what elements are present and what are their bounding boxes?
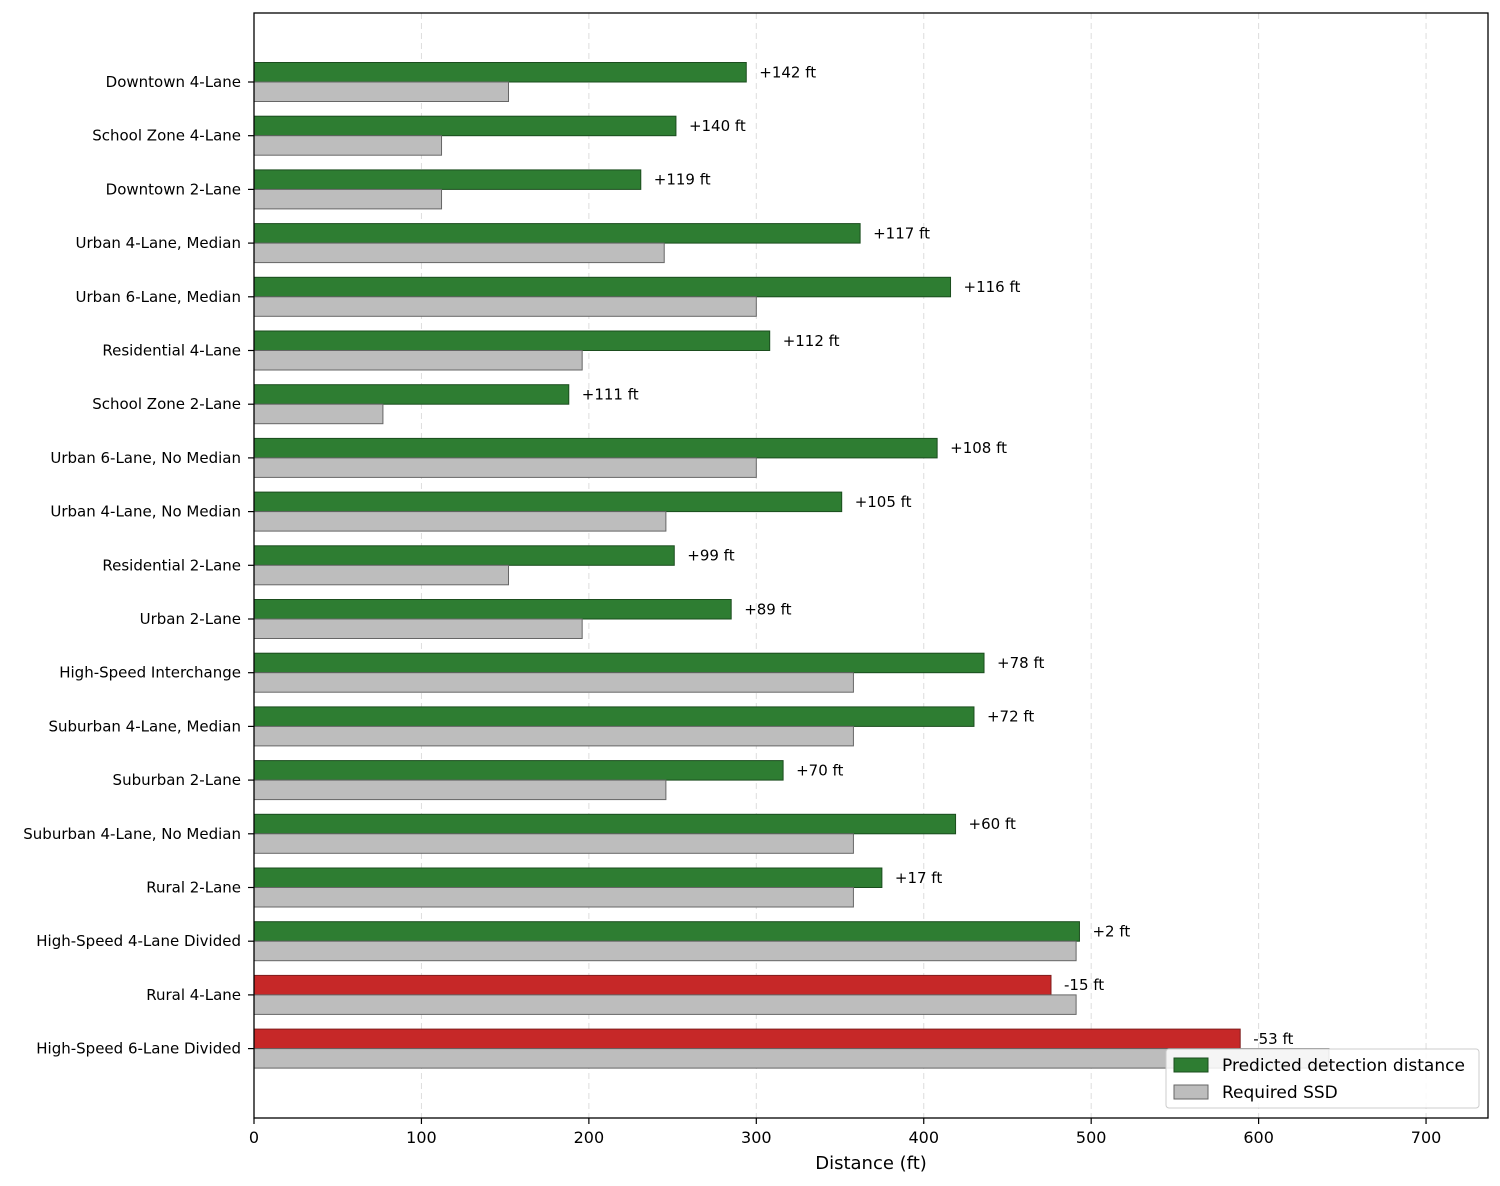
x-tick-label: 600	[1243, 1128, 1274, 1147]
diff-label: +60 ft	[969, 815, 1016, 833]
y-tick-label: Residential 2-Lane	[102, 556, 241, 574]
bar-predicted	[253, 115, 677, 137]
y-tick-label: High-Speed 6-Lane Divided	[36, 1040, 241, 1058]
bar-required	[253, 135, 443, 156]
y-tick-label: Suburban 2-Lane	[113, 771, 241, 789]
y-tick-label: High-Speed Interchange	[59, 664, 241, 682]
x-axis: 0 100 200 300 400 500 600 700	[249, 1118, 1441, 1147]
y-tick-label: School Zone 2-Lane	[92, 395, 241, 413]
diff-label: +105 ft	[855, 493, 912, 511]
bar-predicted	[253, 491, 843, 513]
x-tick-label: 100	[406, 1128, 437, 1147]
bar-predicted	[253, 1028, 1241, 1050]
bar-predicted	[253, 706, 975, 727]
diff-label: +142 ft	[759, 63, 816, 81]
diff-label: +117 ft	[873, 224, 930, 242]
y-tick-label: Downtown 4-Lane	[106, 73, 241, 91]
bar-required	[253, 350, 583, 371]
legend-swatch-required	[1173, 1084, 1209, 1100]
bar-predicted	[253, 169, 642, 190]
bar-required	[253, 833, 854, 854]
diff-label: +89 ft	[744, 600, 791, 618]
bar-predicted	[253, 437, 938, 459]
bar-predicted	[253, 921, 1080, 942]
x-tick-label: 700	[1411, 1128, 1442, 1147]
legend-label-predicted: Predicted detection distance	[1222, 1056, 1465, 1076]
legend-label-required: Required SSD	[1222, 1083, 1338, 1103]
y-tick-label: Urban 6-Lane, No Median	[50, 449, 241, 467]
bar-required	[253, 725, 854, 747]
y-tick-label: Suburban 4-Lane, No Median	[23, 825, 241, 843]
bar-required	[253, 296, 757, 317]
x-gridlines	[420, 13, 1427, 1118]
bar-predicted	[253, 599, 732, 620]
diff-label: -53 ft	[1253, 1030, 1293, 1048]
diff-label: +112 ft	[783, 332, 840, 350]
x-tick-label: 400	[908, 1128, 939, 1147]
y-tick-label: Rural 4-Lane	[146, 986, 241, 1004]
bar-required	[253, 403, 384, 425]
bar-required	[253, 994, 1077, 1015]
bar-predicted	[253, 867, 883, 888]
bar-predicted	[253, 974, 1052, 996]
diff-label: +78 ft	[997, 654, 1044, 672]
y-tick-label: Urban 2-Lane	[140, 610, 241, 628]
y-axis: Downtown 4-Lane School Zone 4-Lane Downtow…	[23, 73, 254, 1058]
diff-label: +99 ft	[687, 547, 734, 565]
diff-label: +72 ft	[987, 708, 1034, 726]
bar-predicted	[253, 760, 784, 781]
diff-label: +140 ft	[689, 117, 746, 135]
bars	[253, 62, 1330, 1069]
bar-required	[253, 672, 854, 693]
bar-required	[253, 618, 583, 639]
bar-predicted	[253, 652, 985, 674]
y-tick-label: Rural 2-Lane	[146, 879, 241, 897]
bar-required	[253, 564, 510, 586]
diff-label: +17 ft	[895, 869, 942, 887]
y-tick-label: Urban 6-Lane, Median	[76, 288, 241, 306]
x-tick-label: 0	[249, 1128, 259, 1147]
y-tick-label: Suburban 4-Lane, Median	[48, 717, 241, 735]
bar-predicted	[253, 813, 957, 835]
bar-required	[253, 511, 667, 532]
diff-label: -15 ft	[1064, 976, 1104, 994]
bar-predicted	[253, 384, 570, 405]
diff-label: +111 ft	[582, 385, 639, 403]
bar-required	[253, 242, 665, 264]
bar-required	[253, 188, 443, 210]
bar-predicted	[253, 223, 861, 244]
diff-label: +70 ft	[796, 761, 843, 779]
bar-predicted	[253, 62, 747, 83]
x-tick-label: 200	[574, 1128, 605, 1147]
diff-label: +119 ft	[654, 171, 711, 189]
bar-required	[253, 779, 667, 801]
bar-predicted	[253, 276, 952, 298]
diff-label: +116 ft	[964, 278, 1021, 296]
y-tick-label: Downtown 2-Lane	[106, 180, 241, 198]
y-tick-label: Urban 4-Lane, No Median	[50, 503, 241, 521]
legend: Predicted detection distance Required SS…	[1165, 1048, 1480, 1109]
x-tick-label: 300	[741, 1128, 772, 1147]
y-tick-label: School Zone 4-Lane	[92, 127, 241, 145]
bar-required	[253, 940, 1077, 962]
diff-label: +108 ft	[950, 439, 1007, 457]
bar-required	[253, 457, 757, 478]
x-tick-label: 500	[1076, 1128, 1107, 1147]
bar-required	[253, 81, 510, 102]
legend-swatch-predicted	[1173, 1057, 1209, 1073]
legend-box	[1165, 1048, 1480, 1109]
y-tick-label: High-Speed 4-Lane Divided	[36, 932, 241, 950]
bar-required	[253, 887, 854, 908]
bar-predicted	[253, 330, 771, 351]
diff-label: +2 ft	[1092, 922, 1130, 940]
diff-labels: +142 ft +140 ft +119 ft +117 ft +116 ft +112 …	[582, 63, 1294, 1048]
y-tick-label: Urban 4-Lane, Median	[76, 234, 241, 252]
y-tick-label: Residential 4-Lane	[102, 342, 241, 360]
x-axis-title: Distance (ft)	[815, 1153, 927, 1174]
bar-predicted	[253, 545, 675, 566]
